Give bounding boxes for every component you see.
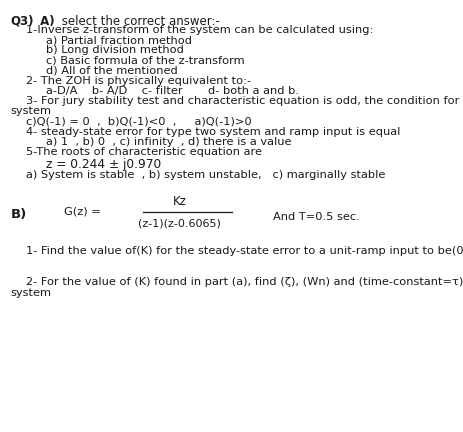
Text: A): A) <box>36 15 54 28</box>
Text: Q3): Q3) <box>11 15 34 28</box>
Text: Kz: Kz <box>172 195 186 208</box>
Text: And T=0.5 sec.: And T=0.5 sec. <box>272 212 359 222</box>
Text: system: system <box>11 288 51 298</box>
Text: 3- For jury stability test and characteristic equation is odd, the condition for: 3- For jury stability test and character… <box>26 96 463 106</box>
Text: 1-Inverse z-transform of the system can be calculated using:: 1-Inverse z-transform of the system can … <box>26 25 373 35</box>
Text: a) 1  , b) 0  , c) infinity  , d) there is a value: a) 1 , b) 0 , c) infinity , d) there is … <box>45 137 290 147</box>
Text: 2- For the value of (K) found in part (a), find (ζ), (Wn) and (time-constant=τ) : 2- For the value of (K) found in part (a… <box>26 277 463 287</box>
Text: (z-1)(z-0.6065): (z-1)(z-0.6065) <box>138 218 221 228</box>
Text: a) Partial fraction method: a) Partial fraction method <box>45 35 191 45</box>
Text: select the correct answer:-: select the correct answer:- <box>58 15 220 28</box>
Text: 2- The ZOH is physically equivalent to:-: 2- The ZOH is physically equivalent to:- <box>26 76 251 86</box>
Text: G(z) =: G(z) = <box>63 207 100 217</box>
Text: system: system <box>11 106 51 116</box>
Text: d) All of the mentioned: d) All of the mentioned <box>45 66 177 76</box>
Text: c) Basic formula of the z-transform: c) Basic formula of the z-transform <box>45 56 244 66</box>
Text: a) System is stable  , b) system unstable,   c) marginally stable: a) System is stable , b) system unstable… <box>26 170 385 180</box>
Text: c)Q(-1) = 0  ,  b)Q(-1)<0  ,     a)Q(-1)>0: c)Q(-1) = 0 , b)Q(-1)<0 , a)Q(-1)>0 <box>26 117 252 127</box>
Text: b) Long division method: b) Long division method <box>45 45 183 55</box>
Text: a-D/A    b- A/D    c- filter       d- both a and b.: a-D/A b- A/D c- filter d- both a and b. <box>45 86 298 96</box>
Text: 5-The roots of characteristic equation are: 5-The roots of characteristic equation a… <box>26 147 262 157</box>
Text: B): B) <box>11 208 27 221</box>
Text: 1- Find the value of(K) for the steady-state error to a unit-ramp input to be(0.: 1- Find the value of(K) for the steady-s… <box>26 246 463 256</box>
Text: 4- steady-state error for type two system and ramp input is equal: 4- steady-state error for type two syste… <box>26 127 400 137</box>
Text: z = 0.244 ± j0.970: z = 0.244 ± j0.970 <box>45 159 161 172</box>
